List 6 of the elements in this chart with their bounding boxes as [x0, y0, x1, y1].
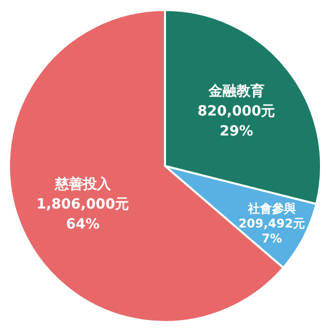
slice-label: 社會參與: [246, 202, 296, 216]
data-label: 820,000元 29%: [197, 103, 276, 140]
slice-label: 慈善投入: [54, 176, 112, 193]
data-label: 1,806,000元 64%: [36, 196, 130, 233]
data-label: 209,492元 7%: [238, 216, 306, 246]
slice-label: 金融教育: [207, 82, 264, 100]
